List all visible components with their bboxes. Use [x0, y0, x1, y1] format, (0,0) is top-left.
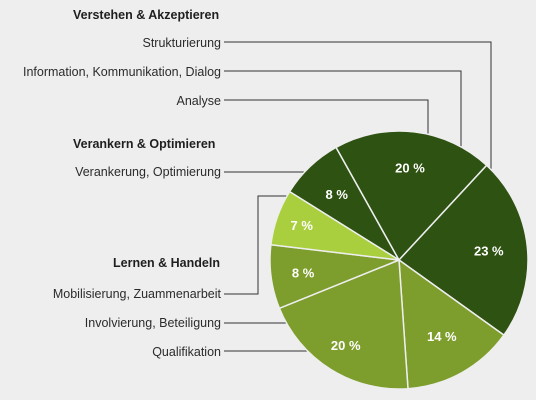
category-label-information: Information, Kommunikation, Dialog: [23, 65, 221, 79]
leader-analyse: [224, 99, 429, 148]
pie-slice-involvierung-beteiligung: [278, 258, 409, 390]
slice-value-label-mobilisierung-zuammenarbeit: 8 %: [292, 265, 315, 280]
slice-value-label-qualifikation: 14 %: [427, 329, 457, 344]
slice-value-label-information-kommunikation-dialog: 23 %: [474, 243, 504, 258]
category-label-involvierung: Involvierung, Beteiligung: [85, 316, 221, 330]
slice-value-label-strukturierung: 20 %: [395, 160, 425, 175]
group-title-verstehen: Verstehen & Akzeptieren: [73, 8, 219, 22]
pie-slice-information-kommunikation-dialog: [397, 164, 529, 337]
leader-strukturierung: [224, 41, 492, 172]
slice-value-label-verankerung-optimierung: 7 %: [290, 218, 313, 233]
category-label-qualifikation: Qualifikation: [152, 345, 221, 359]
pie-slice-qualifikation: [398, 258, 505, 390]
pie-slices: [269, 130, 529, 390]
category-label-mobilisierung: Mobilisierung, Zuammenarbeit: [53, 287, 222, 301]
group-title-verankern: Verankern & Optimieren: [73, 137, 215, 151]
pie-slice-verankerung-optimierung: [270, 190, 400, 261]
category-label-strukturierung: Strukturierung: [142, 36, 221, 50]
slice-value-label-involvierung-beteiligung: 20 %: [331, 338, 361, 353]
slice-value-label-analyse: 8 %: [325, 187, 348, 202]
group-title-lernen: Lernen & Handeln: [113, 256, 220, 270]
pie-slice-strukturierung: [335, 130, 488, 262]
slice-value-labels: 8 % 20 % 23 % 14 % 20 % 8 % 7 %: [290, 160, 504, 352]
category-label-analyse: Analyse: [177, 94, 222, 108]
category-label-verankerung: Verankerung, Optimierung: [75, 165, 221, 179]
